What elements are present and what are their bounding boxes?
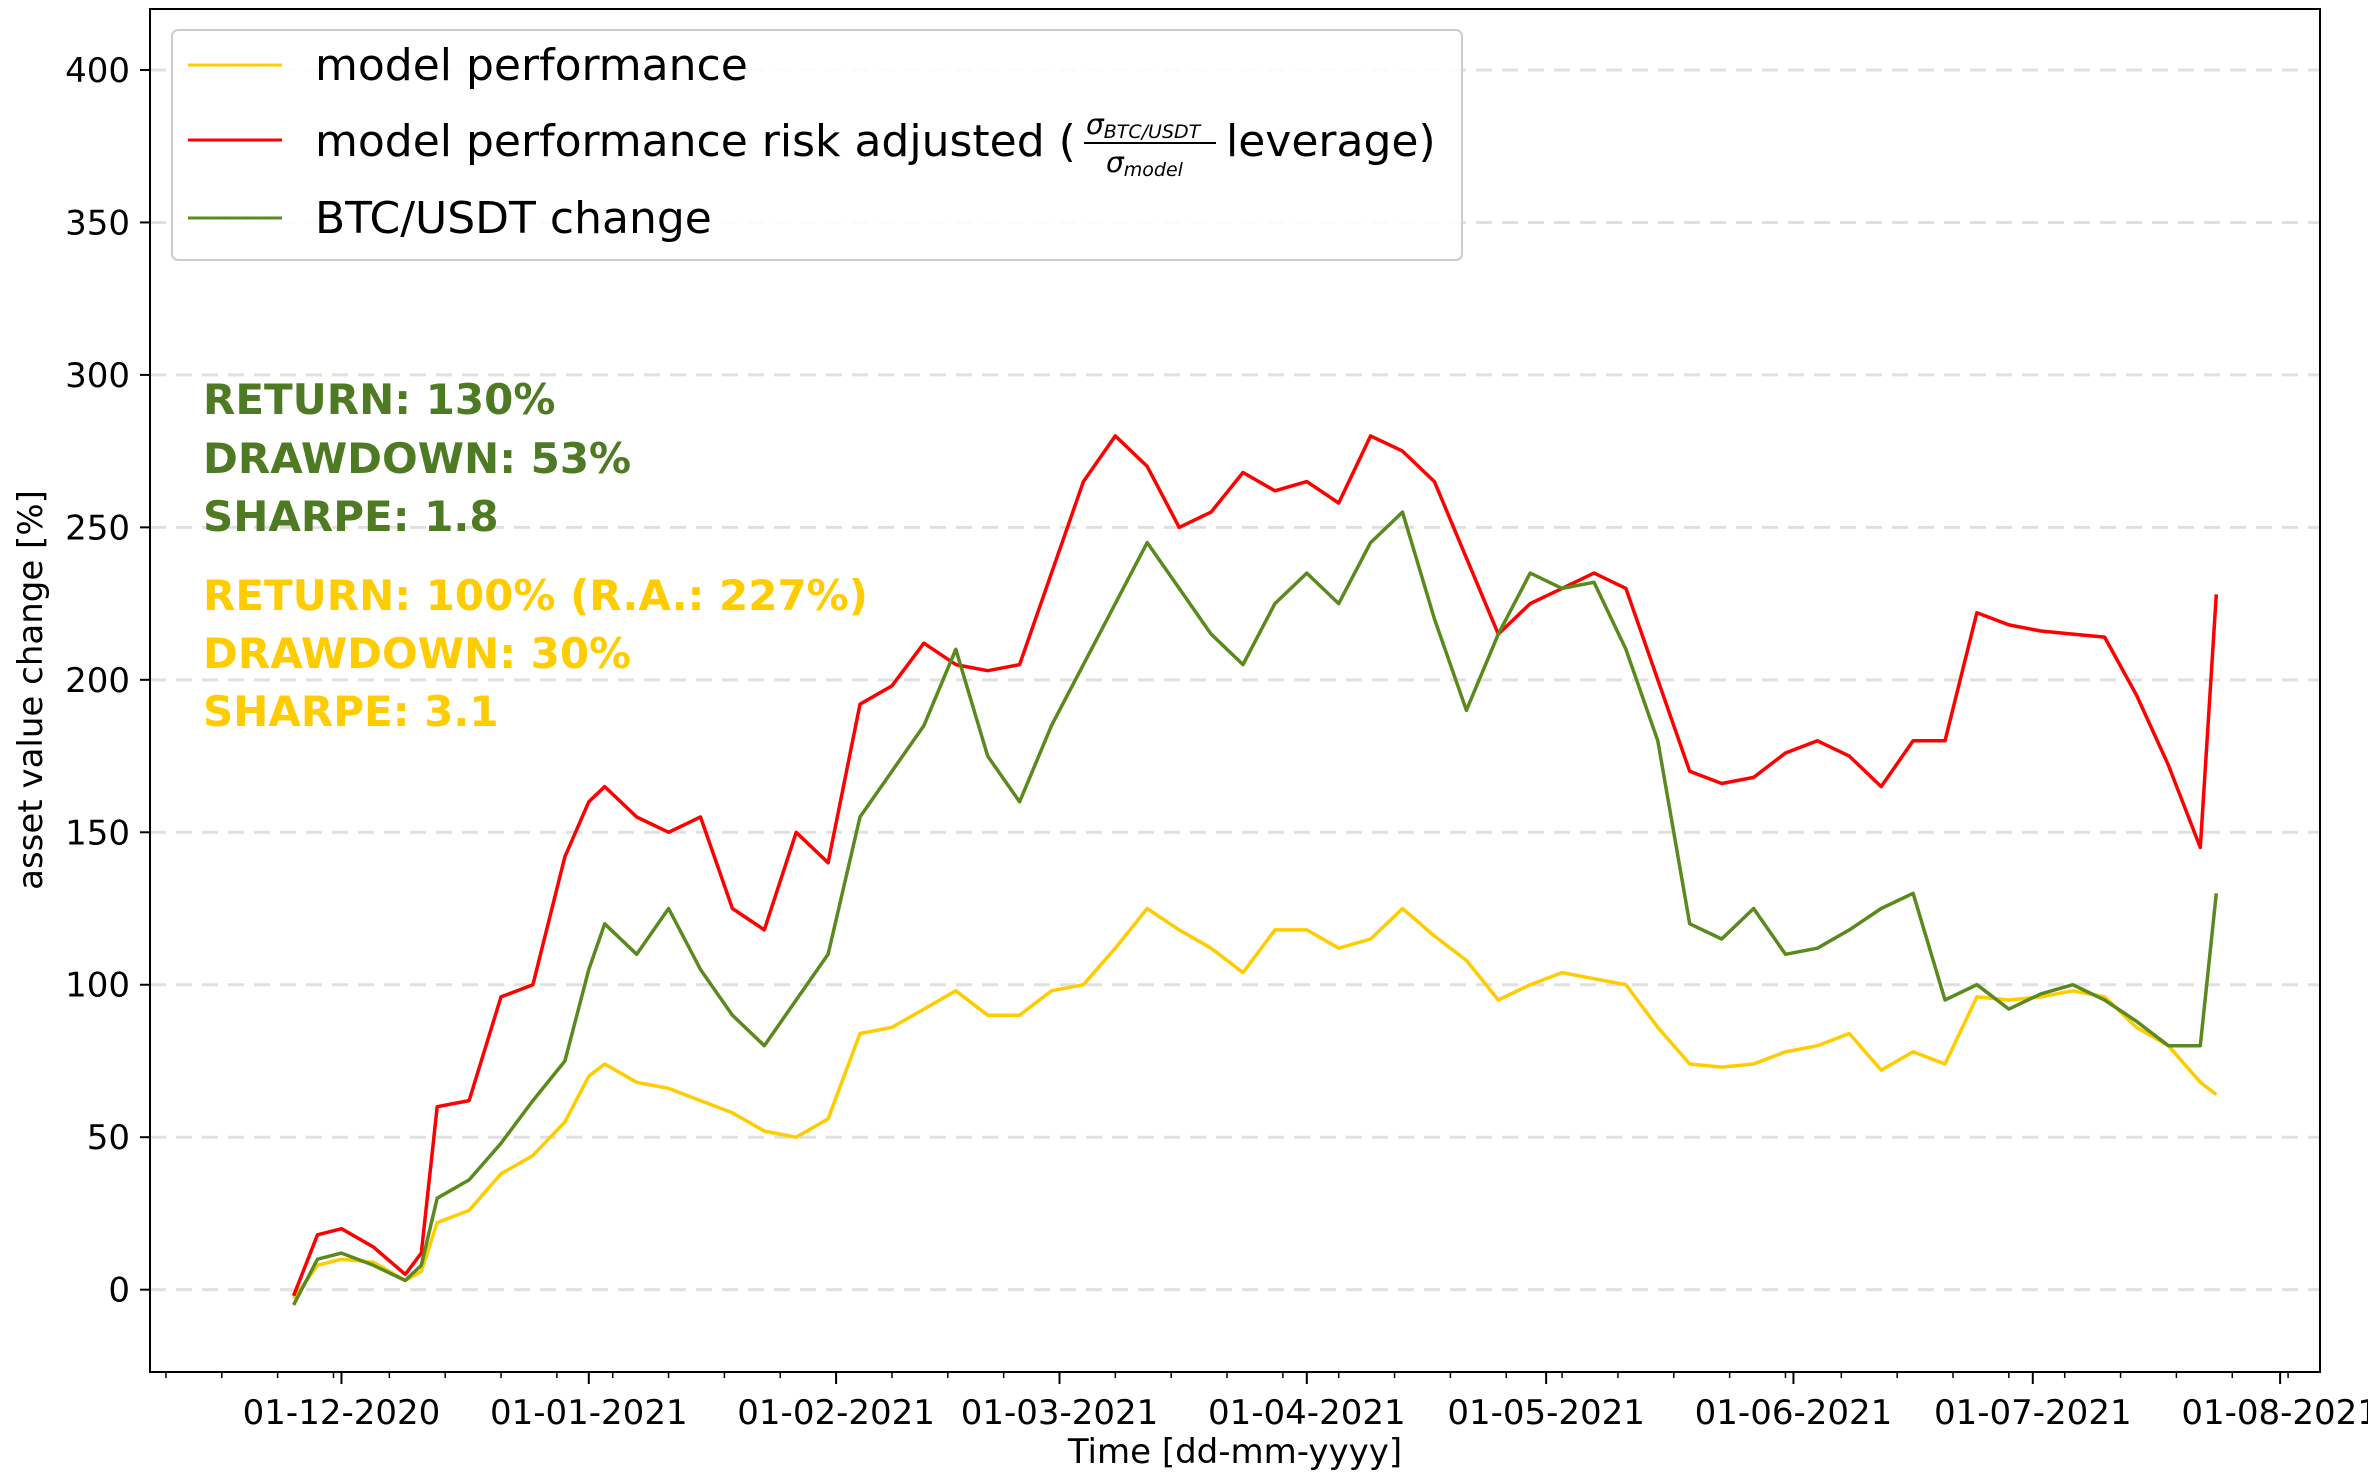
y-axis: 0 50 100 150 200 250 300 350 400 — [65, 51, 150, 1311]
legend-fraction: σBTC/USDT σmodel — [1084, 108, 1216, 181]
model-sharpe-stat: SHARPE: 3.1 — [203, 687, 499, 736]
y-tick-label-400: 400 — [65, 51, 130, 91]
x-tick-label-01-07-2021: 01-07-2021 — [1934, 1393, 2132, 1433]
y-axis-label: asset value change [%] — [11, 490, 51, 890]
x-tick-label-01-04-2021: 01-04-2021 — [1208, 1393, 1406, 1433]
legend-label-risk-adjusted-tail: leverage) — [1226, 116, 1436, 167]
y-tick-label-250: 250 — [65, 508, 130, 548]
legend-label-risk-adjusted: model performance risk adjusted ( — [315, 116, 1076, 167]
series-btc-usdt — [292, 510, 2219, 1306]
x-tick-label-01-02-2021: 01-02-2021 — [737, 1393, 935, 1433]
x-tick-label-01-06-2021: 01-06-2021 — [1695, 1393, 1893, 1433]
x-tick-label-01-03-2021: 01-03-2021 — [961, 1393, 1159, 1433]
y-tick-label-0: 0 — [108, 1271, 130, 1311]
fraction-denominator: σmodel — [1106, 146, 1184, 181]
model-return-stat: RETURN: 100% (R.A.: 227%) — [203, 571, 868, 620]
x-axis-label: Time [dd-mm-yyyy] — [1067, 1432, 1402, 1472]
x-axis: 01-12-2020 01-01-2021 01-02-2021 01-03-2021… — [165, 1372, 2368, 1433]
x-tick-label-01-01-2021: 01-01-2021 — [490, 1393, 688, 1433]
x-tick-label-01-12-2020: 01-12-2020 — [243, 1393, 441, 1433]
y-tick-label-350: 350 — [65, 203, 130, 243]
y-tick-label-100: 100 — [65, 966, 130, 1006]
x-tick-label-01-05-2021: 01-05-2021 — [1447, 1393, 1645, 1433]
model-drawdown-stat: DRAWDOWN: 30% — [203, 629, 631, 678]
y-tick-label-150: 150 — [65, 813, 130, 853]
y-tick-label-200: 200 — [65, 661, 130, 701]
btc-return-stat: RETURN: 130% — [203, 375, 555, 424]
legend: model performance model performance risk… — [171, 29, 1463, 261]
x-tick-label-01-08-2021: 01-08-2021 — [2181, 1393, 2368, 1433]
y-tick-label-50: 50 — [87, 1118, 130, 1158]
series-risk-adjusted — [291, 434, 2219, 1297]
series-model-performance — [292, 906, 2218, 1300]
plot-frame — [149, 8, 2321, 1373]
series-layer — [291, 434, 2219, 1306]
stats-annotations: RETURN: 130% DRAWDOWN: 53% SHARPE: 1.8 R… — [203, 375, 868, 736]
legend-label-btc-usdt: BTC/USDT change — [315, 193, 712, 244]
legend-label-risk-adjusted-main: model performance risk adjusted ( — [315, 116, 1076, 167]
y-tick-label-300: 300 — [65, 356, 130, 396]
btc-sharpe-stat: SHARPE: 1.8 — [203, 492, 499, 541]
btc-drawdown-stat: DRAWDOWN: 53% — [203, 434, 631, 483]
fraction-numerator: σBTC/USDT — [1086, 108, 1202, 143]
legend-box — [171, 29, 1463, 261]
legend-label-model-performance: model performance — [315, 40, 748, 91]
grid-lines — [150, 68, 2320, 1292]
